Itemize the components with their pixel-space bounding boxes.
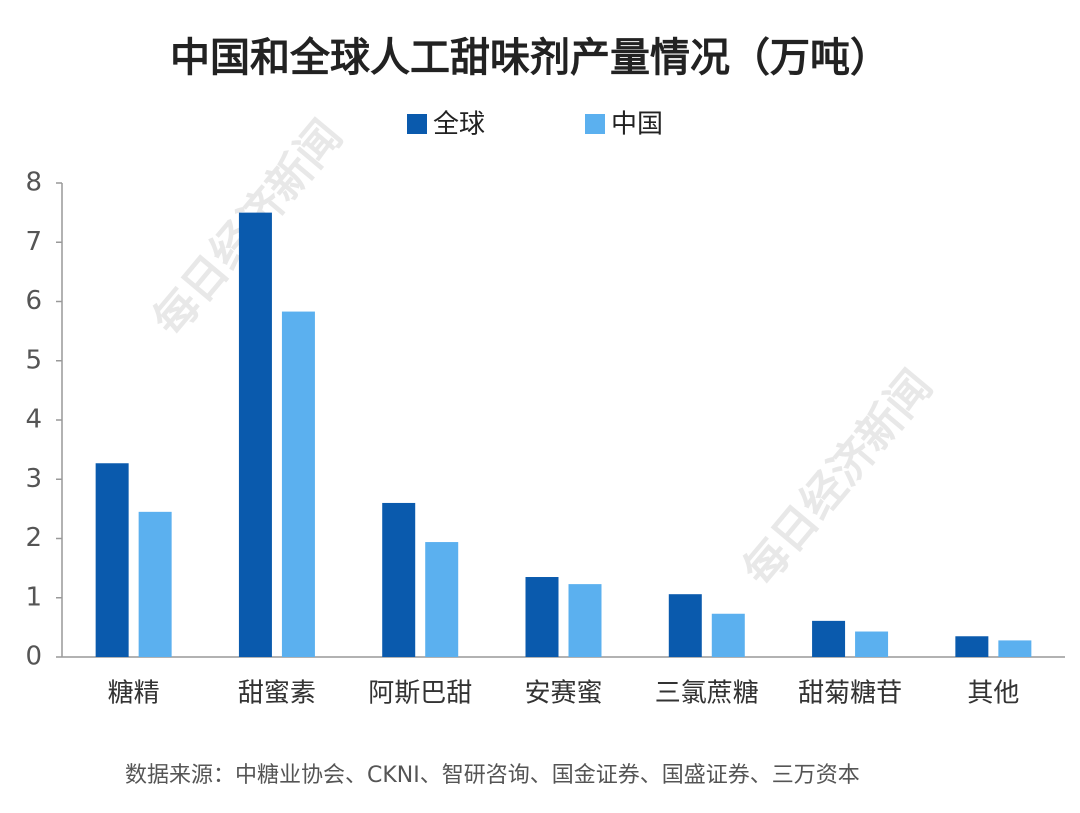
bar	[238, 212, 272, 657]
legend-swatch	[585, 114, 605, 134]
y-tick-label: 3	[25, 464, 42, 494]
x-tick-label: 糖精	[108, 679, 160, 709]
y-tick-label: 5	[25, 345, 42, 375]
legend-label: 全球	[433, 110, 485, 140]
bar	[95, 463, 129, 657]
bar	[138, 511, 172, 657]
x-tick-label: 阿斯巴甜	[368, 679, 472, 709]
bar	[955, 636, 989, 657]
source-note: 数据来源：中糖业协会、CKNI、智研咨询、国金证券、国盛证券、三万资本	[125, 763, 860, 788]
x-tick-label: 安赛蜜	[524, 679, 602, 709]
y-tick-label: 8	[25, 168, 42, 198]
chart-title: 中国和全球人工甜味剂产量情况（万吨）	[170, 35, 890, 81]
x-tick-label: 三氯蔗糖	[655, 679, 759, 709]
y-tick-label: 2	[25, 523, 42, 553]
y-tick-label: 1	[25, 582, 42, 612]
bar	[281, 311, 315, 657]
bar	[525, 577, 559, 657]
legend-swatch	[407, 114, 427, 134]
bar	[425, 542, 459, 657]
bar	[382, 502, 416, 657]
bar	[812, 620, 846, 657]
y-tick-label: 6	[25, 286, 42, 316]
bar	[855, 631, 889, 657]
y-tick-label: 7	[25, 227, 42, 257]
bar	[998, 640, 1032, 657]
y-tick-label: 4	[25, 405, 42, 435]
bar	[568, 584, 602, 657]
y-tick-label: 0	[25, 642, 42, 672]
x-tick-label: 其他	[967, 679, 1019, 709]
watermark: 每日经济新闻	[734, 361, 943, 596]
bar	[668, 594, 702, 657]
legend-label: 中国	[611, 110, 663, 140]
bar	[711, 613, 745, 657]
x-tick-label: 甜菊糖苷	[798, 679, 902, 709]
x-tick-label: 甜蜜素	[238, 679, 316, 709]
